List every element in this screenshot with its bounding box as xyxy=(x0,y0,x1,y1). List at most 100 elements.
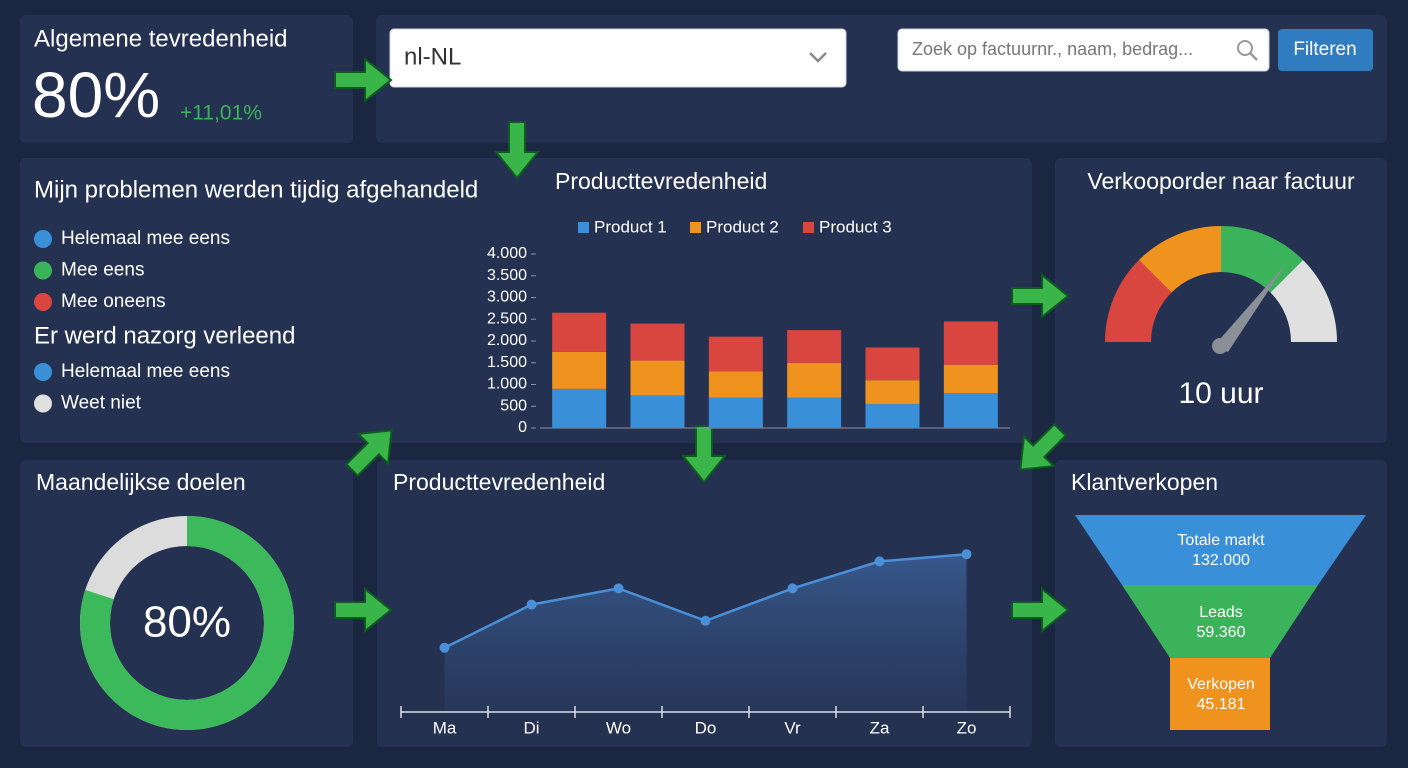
gauge-segment xyxy=(1221,226,1304,293)
legend-dot xyxy=(34,261,52,280)
y-tick-label: 1.500 xyxy=(487,354,527,371)
gauge-title: Verkooporder naar factuur xyxy=(1087,168,1355,194)
funnel-value: 59.360 xyxy=(1197,624,1246,641)
legend-dot xyxy=(34,363,52,381)
search-icon xyxy=(1249,52,1258,61)
line-point xyxy=(613,583,624,594)
y-tick-label: 2.500 xyxy=(487,310,527,327)
bar-segment xyxy=(630,360,685,396)
bar-chart-title: Producttevredenheid xyxy=(555,168,767,194)
kpi-title: Algemene tevredenheid xyxy=(34,25,288,52)
y-tick-label: 3.000 xyxy=(487,289,527,306)
locale-value: nl-NL xyxy=(404,43,461,70)
x-tick-label: Do xyxy=(695,718,717,737)
legend-swatch xyxy=(690,222,701,233)
bar-segment xyxy=(552,388,607,428)
donut-title: Maandelijkse doelen xyxy=(36,469,246,495)
funnel-label: Totale markt xyxy=(1177,532,1265,549)
funnel-value: 45.181 xyxy=(1197,696,1246,713)
legend-label: Product 3 xyxy=(819,217,892,236)
kpi-change: +11,01% xyxy=(180,102,262,125)
bar-segment xyxy=(943,321,998,365)
x-tick-label: Di xyxy=(523,718,539,737)
survey-question: Er werd nazorg verleend xyxy=(34,322,295,349)
line-chart-title: Producttevredenheid xyxy=(393,469,605,495)
locale-dropdown[interactable] xyxy=(389,28,847,88)
legend-label: Helemaal mee eens xyxy=(61,228,230,249)
bar-segment xyxy=(630,323,685,361)
legend-label: Mee oneens xyxy=(61,291,166,312)
bar-segment xyxy=(865,404,920,428)
legend-swatch xyxy=(578,222,589,233)
line-point xyxy=(961,549,972,560)
line-point xyxy=(439,642,450,653)
bar-segment xyxy=(865,380,920,405)
bar-segment xyxy=(943,364,998,394)
funnel-value: 132.000 xyxy=(1192,552,1250,569)
search-icon xyxy=(1237,40,1253,56)
bar-segment xyxy=(552,351,607,389)
line-point xyxy=(787,583,798,594)
x-tick-label: Vr xyxy=(784,718,801,737)
search-placeholder: Zoek op factuurnr., naam, bedrag... xyxy=(912,39,1193,59)
kpi-value: 80% xyxy=(32,59,160,131)
legend-swatch xyxy=(803,222,814,233)
legend-label: Mee eens xyxy=(61,260,144,281)
y-tick-label: 1.000 xyxy=(487,376,527,393)
gauge-segment xyxy=(1105,259,1172,342)
dropdown-chevron xyxy=(809,52,827,63)
line-point xyxy=(526,599,537,610)
funnel-label: Verkopen xyxy=(1187,676,1255,693)
gauge-segment xyxy=(1270,259,1337,342)
y-tick-label: 0 xyxy=(518,419,527,436)
survey-bar-panel xyxy=(20,158,1032,443)
search-input[interactable] xyxy=(897,28,1270,72)
legend-dot xyxy=(34,394,52,413)
funnel-stage xyxy=(1075,515,1366,585)
legend-label: Helemaal mee eens xyxy=(61,361,230,382)
gauge-needle xyxy=(1213,264,1286,352)
y-tick-label: 3.500 xyxy=(487,267,527,284)
funnel-stage xyxy=(1170,658,1270,730)
survey-question: Mijn problemen werden tijdig afgehandeld xyxy=(34,176,478,203)
kpi-panel xyxy=(20,15,353,143)
line-area xyxy=(444,554,967,712)
legend-dot xyxy=(34,230,52,248)
y-tick-label: 2.000 xyxy=(487,332,527,349)
bar-segment xyxy=(630,395,685,428)
bar-segment xyxy=(708,397,763,428)
x-tick-label: Za xyxy=(870,718,890,737)
filter-button-label: Filteren xyxy=(1293,39,1356,60)
bar-segment xyxy=(865,347,920,381)
funnel-label: Leads xyxy=(1199,604,1243,621)
legend-dot xyxy=(34,293,52,311)
bar-segment xyxy=(943,393,998,428)
y-tick-label: 500 xyxy=(500,397,527,414)
donut-label: 80% xyxy=(143,598,231,647)
legend-label: Product 2 xyxy=(706,217,779,236)
y-tick-label: 4.000 xyxy=(487,245,527,262)
bar-segment xyxy=(708,371,763,398)
donut-segment xyxy=(80,516,294,730)
gauge-value: 10 uur xyxy=(1178,377,1263,410)
bar-segment xyxy=(552,312,607,352)
bar-segment xyxy=(787,397,842,428)
line-point xyxy=(874,556,885,567)
gauge-hub xyxy=(1212,338,1228,354)
x-tick-label: Wo xyxy=(606,718,631,737)
gauge-panel xyxy=(1055,158,1387,443)
funnel-stage xyxy=(1122,585,1318,658)
legend-label: Weet niet xyxy=(61,393,142,414)
x-tick-label: Ma xyxy=(433,718,457,737)
bar-segment xyxy=(787,362,842,398)
bar-segment xyxy=(708,336,763,372)
x-tick-label: Zo xyxy=(957,718,977,737)
line-point xyxy=(700,615,711,626)
filter-button[interactable] xyxy=(1278,29,1373,71)
funnel-title: Klantverkopen xyxy=(1071,469,1218,495)
gauge-segment xyxy=(1138,226,1221,293)
bar-segment xyxy=(787,330,842,363)
legend-label: Product 1 xyxy=(594,217,667,236)
